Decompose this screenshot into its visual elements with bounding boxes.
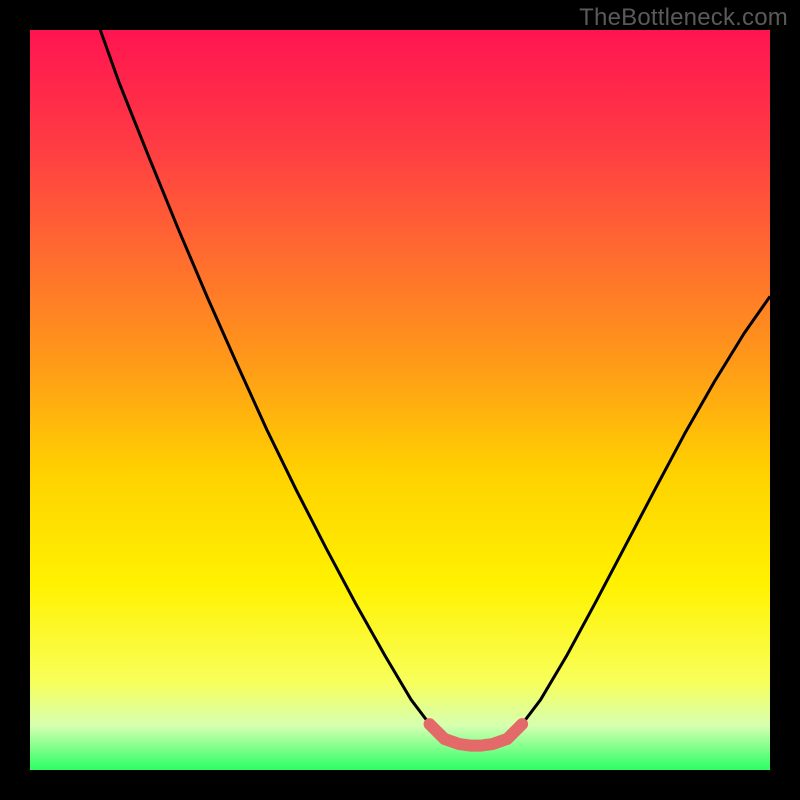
chart-container: TheBottleneck.com [0,0,800,800]
watermark-text: TheBottleneck.com [579,4,788,32]
bottleneck-chart [0,0,800,800]
